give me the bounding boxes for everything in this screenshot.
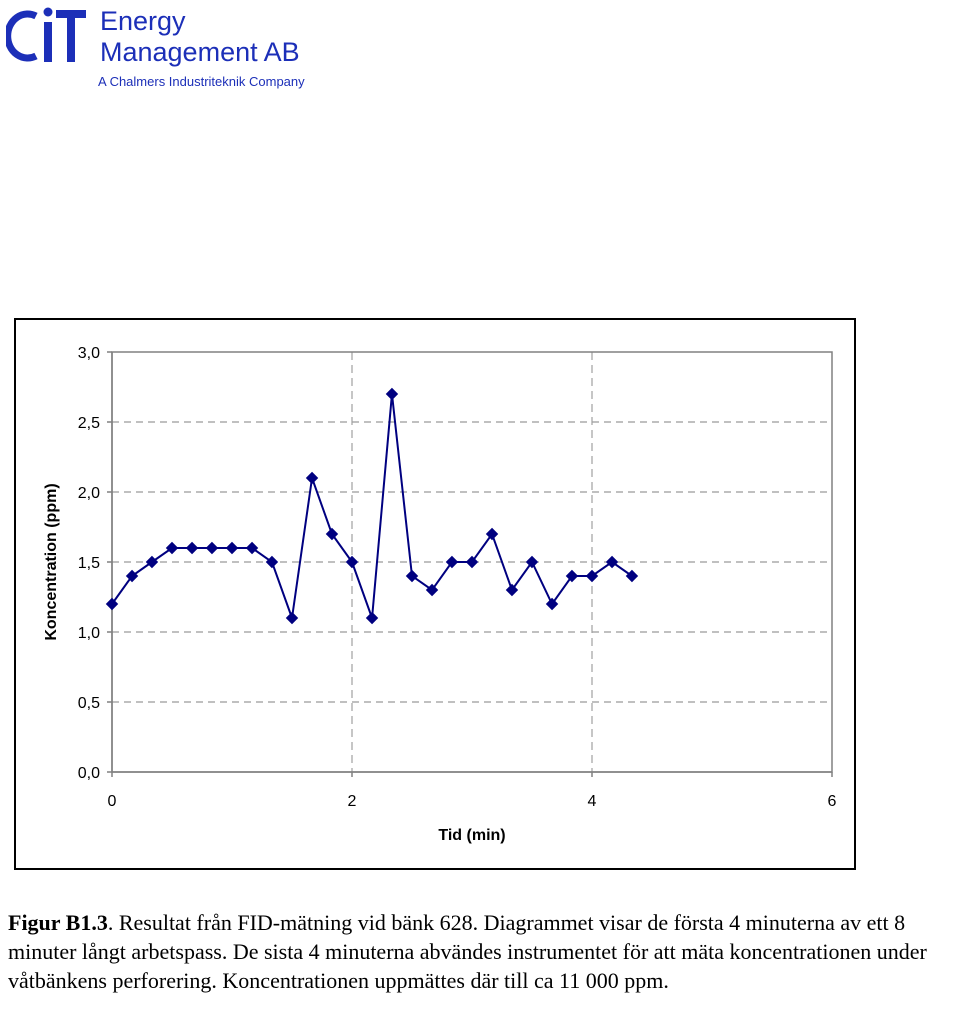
caption-text: . Resultat från FID-mätning vid bänk 628… <box>8 910 927 993</box>
data-point <box>485 527 499 541</box>
concentration-chart: 0,0 0,5 1,0 1,5 2,0 2,5 3,0 0 2 4 6 Tid (min) Koncen… <box>43 345 837 844</box>
caption-label: Figur B1.3 <box>8 910 108 935</box>
data-point <box>505 583 519 597</box>
y-tick-label: 2,0 <box>78 485 100 502</box>
data-point <box>325 527 339 541</box>
y-tick-label: 1,0 <box>78 625 100 642</box>
y-tick-label: 2,5 <box>78 415 100 432</box>
x-tick-label: 2 <box>348 793 357 810</box>
data-point <box>305 471 319 485</box>
data-point <box>205 541 219 555</box>
data-point <box>245 541 259 555</box>
data-point <box>145 555 159 569</box>
data-point <box>425 583 439 597</box>
data-point <box>545 597 559 611</box>
data-point <box>465 555 479 569</box>
data-point <box>185 541 199 555</box>
figure-caption: Figur B1.3. Resultat från FID-mätning vi… <box>8 908 958 995</box>
data-point <box>525 555 539 569</box>
x-tick-label: 6 <box>828 793 837 810</box>
data-point <box>625 569 639 583</box>
chart-frame: 0,0 0,5 1,0 1,5 2,0 2,5 3,0 0 2 4 6 Tid (min) Koncen… <box>14 318 856 870</box>
data-point <box>365 611 379 625</box>
y-tick-label: 1,5 <box>78 555 100 572</box>
y-tick-label: 0,0 <box>78 765 100 782</box>
data-point <box>385 387 399 401</box>
series-line <box>111 393 633 619</box>
y-tick-label: 0,5 <box>78 695 100 712</box>
data-point <box>405 569 419 583</box>
x-tick-label: 4 <box>588 793 597 810</box>
y-tick-label: 3,0 <box>78 345 100 362</box>
data-point <box>285 611 299 625</box>
data-point <box>345 555 359 569</box>
x-axis-title: Tid (min) <box>438 827 505 844</box>
y-axis-title: Koncentration (ppm) <box>43 483 60 640</box>
data-point <box>445 555 459 569</box>
data-point <box>125 569 139 583</box>
data-point <box>605 555 619 569</box>
logo-name-line2: Management AB <box>100 37 300 67</box>
data-point <box>565 569 579 583</box>
logo-name-line1: Energy <box>100 6 186 36</box>
logo-tagline: A Chalmers Industriteknik Company <box>98 74 305 89</box>
data-point <box>585 569 599 583</box>
data-point <box>225 541 239 555</box>
data-point <box>165 541 179 555</box>
data-point <box>105 597 119 611</box>
cit-logo-mark <box>6 7 86 62</box>
x-tick-label: 0 <box>108 793 117 810</box>
data-point <box>265 555 279 569</box>
company-logo: Energy Management AB A Chalmers Industri… <box>6 4 336 94</box>
